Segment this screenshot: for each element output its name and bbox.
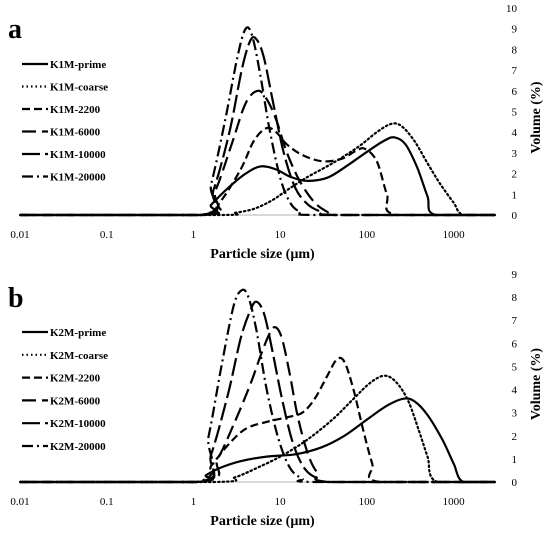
panel-letter: b [8,283,24,314]
legend-label: K2M-20000 [50,441,106,453]
x-tick-label: 1000 [443,229,466,241]
x-tick-label: 1000 [443,496,466,508]
y-tick-label: 10 [506,3,518,15]
y-tick-label: 3 [512,408,518,420]
y-tick-label: 1 [512,454,518,466]
y-tick-label: 1 [512,189,518,201]
series-line-k2m-20000 [20,288,495,484]
series-line-k1m-coarse [18,122,497,217]
y-tick-label: 5 [512,361,518,373]
x-tick-label: 0.1 [100,229,114,241]
panel-letter: a [8,14,22,45]
series-line-k1m-20000 [20,26,495,217]
y-tick-label: 6 [512,86,518,98]
panel-b: b 0.01 0.1 1 10 100 1000 0 1 2 3 4 5 6 7 8 9 Particle siz… [8,269,544,529]
y-tick-label: 3 [512,148,518,160]
legend-label: K1M-6000 [50,127,101,139]
x-tick-label: 0.01 [10,229,29,241]
legend-label: K1M-20000 [50,172,106,184]
y-tick-label: 2 [512,169,518,181]
y-tick-label: 8 [512,44,518,56]
legend-label: K2M-coarse [50,350,108,362]
series-line-k2m-6000 [20,325,495,484]
x-tick-label: 10 [275,229,287,241]
panel-a: a 0.01 0.1 1 10 100 1000 0 1 2 3 4 5 6 7 8 9 10 Particle s… [8,3,544,262]
series-line-k1m-6000 [20,89,495,217]
series-line-k1m-prime [20,136,495,217]
x-tick-label: 100 [359,496,376,508]
legend-label: K2M-10000 [50,418,106,430]
legend-label: K1M-prime [50,59,106,71]
x-tick-label: 0.01 [10,496,29,508]
legend-label: K1M-2200 [50,104,101,116]
legend-label: K1M-10000 [50,149,106,161]
series-line-k2m-coarse [18,374,497,484]
legend-label: K2M-2200 [50,373,101,385]
x-tick-label: 1 [191,229,197,241]
x-tick-label: 1 [191,496,197,508]
y-tick-label: 6 [512,338,518,350]
y-tick-label: 7 [512,315,518,327]
series-line-k2m-2200 [20,356,495,484]
y-tick-label: 8 [512,292,518,304]
y-tick-label: 9 [512,269,518,281]
y-tick-label: 7 [512,65,518,77]
y-axis-title: Volume (%) [529,81,544,154]
y-tick-label: 2 [512,431,518,443]
y-tick-label: 0 [512,210,518,222]
x-tick-label: 100 [359,229,376,241]
y-tick-label: 5 [512,107,518,119]
y-tick-label: 9 [512,24,518,36]
series-line-k2m-prime [20,397,495,484]
x-tick-label: 0.1 [100,496,114,508]
y-tick-label: 4 [512,127,518,139]
legend-label: K2M-prime [50,327,106,339]
legend-label: K1M-coarse [50,82,108,94]
y-axis-title: Volume (%) [529,348,544,421]
y-tick-label: 4 [512,385,518,397]
series-line-k1m-10000 [20,36,495,217]
x-axis-title: Particle size (µm) [210,514,315,529]
x-tick-label: 10 [275,496,287,508]
y-tick-label: 0 [512,477,518,489]
legend-label: K2M-6000 [50,395,101,407]
x-axis-title: Particle size (µm) [210,247,315,262]
